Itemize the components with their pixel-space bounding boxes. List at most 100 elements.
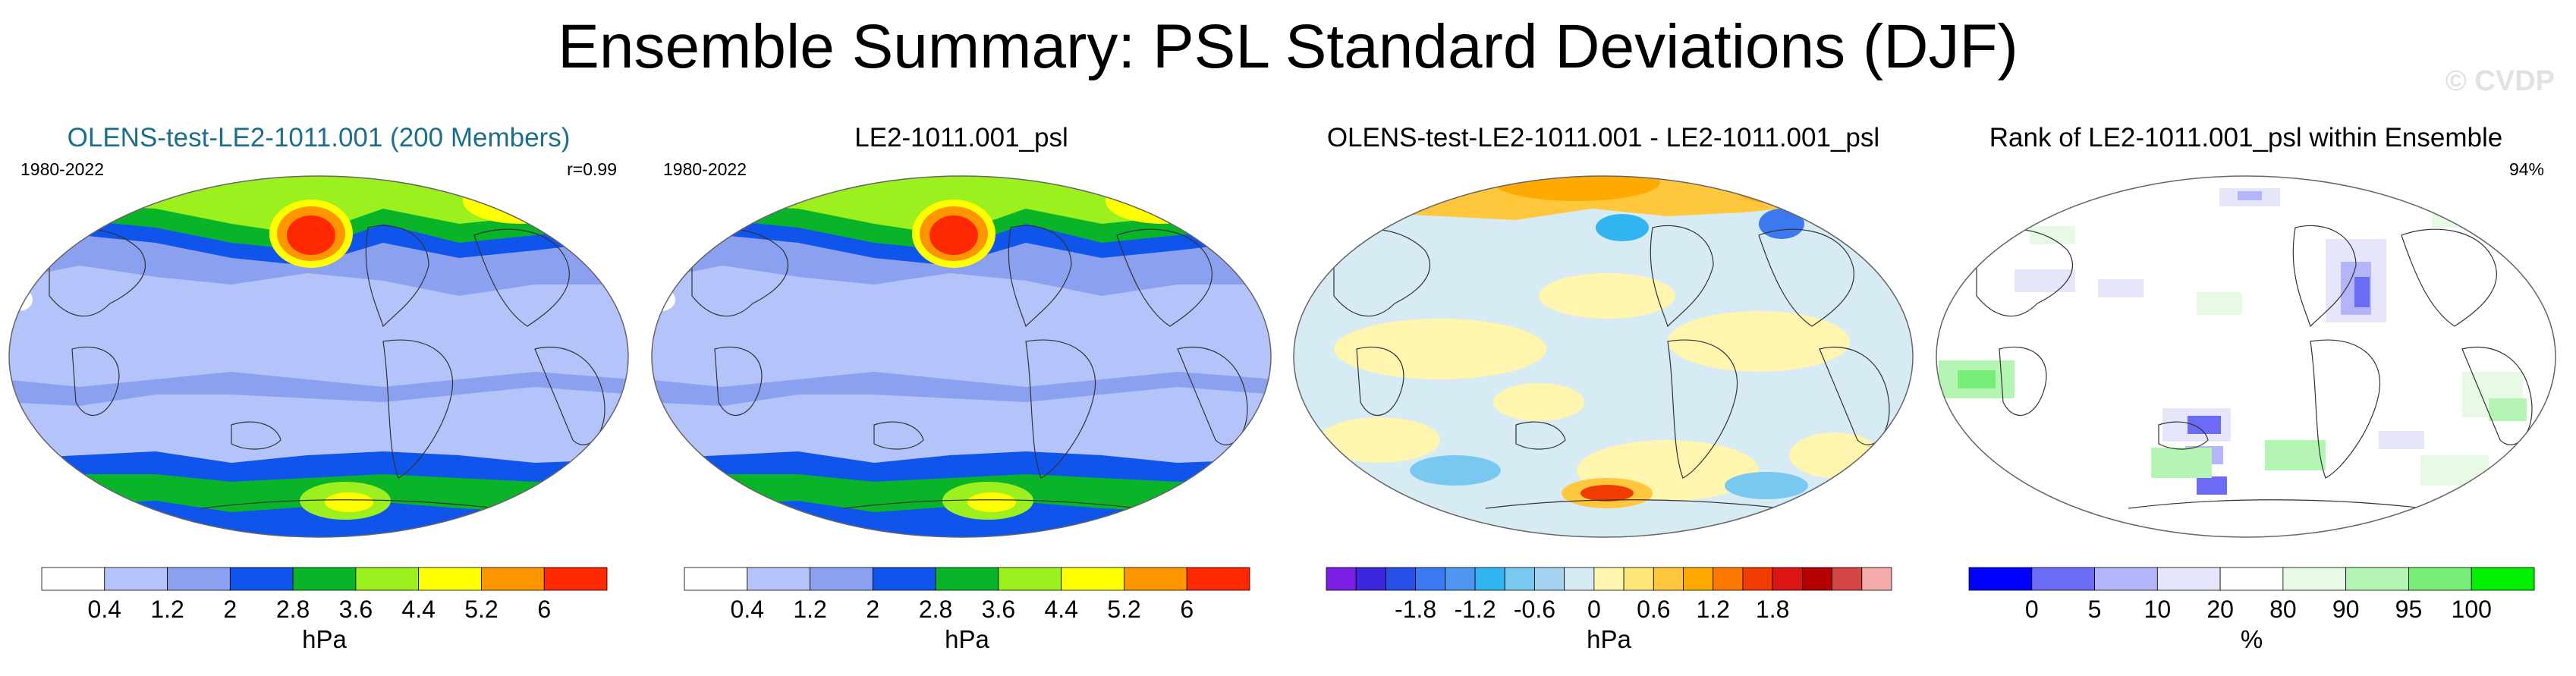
- colorbar-swatch: [1564, 567, 1595, 591]
- colorbar-tick-label: 4.4: [401, 596, 435, 623]
- colorbar-tick-label: 80: [2269, 596, 2297, 623]
- colorbar-tick-label: 3.6: [339, 596, 373, 623]
- watermark: © CVDP: [2445, 65, 2555, 97]
- coastline: [1819, 346, 1890, 445]
- colorbar-tick-label: 1.2: [150, 596, 184, 623]
- neg-anomaly: [1759, 209, 1804, 239]
- coastline: [473, 228, 570, 327]
- rank-low-patch: [2197, 476, 2227, 495]
- colorbar-swatch: [1061, 567, 1124, 591]
- arctic-core: [1493, 176, 1660, 201]
- colorbar-tick-label: -1.8: [1395, 596, 1436, 623]
- map-field: [1294, 176, 1913, 537]
- colorbar-swatch: [998, 567, 1062, 591]
- high-cell-2-core: [287, 215, 335, 255]
- colorbar-swatch: [1742, 567, 1773, 591]
- colorbar-swatch: [1534, 567, 1565, 591]
- map-border: [651, 175, 1272, 538]
- colorbar-swatch: [104, 567, 168, 591]
- colorbar-swatch: [935, 567, 999, 591]
- rank-low-patch: [2379, 431, 2424, 449]
- panel-single-member: LE2-1011.001_psl 1980-2022 0.4 1.2 2 2.8 3.6…: [646, 114, 1276, 671]
- rank-high-patch: [2432, 197, 2523, 228]
- panel-ensemble-mean: OLENS-test-LE2-1011.001 (200 Members) 19…: [4, 114, 634, 671]
- period-label: 1980-2022: [20, 159, 104, 179]
- colorbar-swatch: [684, 567, 748, 591]
- colorbar-swatch: [1593, 567, 1625, 591]
- coastline: [1999, 346, 2047, 416]
- colorbar-tick-label: 0: [1587, 596, 1601, 623]
- coastline: [2310, 339, 2381, 479]
- colorbar-tick-label: 10: [2144, 596, 2172, 623]
- coastline: [2292, 225, 2357, 328]
- colorbar-swatch: [1355, 567, 1386, 591]
- rank-high-patch: [2030, 226, 2075, 244]
- colorbar-swatch: [810, 567, 873, 591]
- neg-anomaly: [1341, 209, 1387, 231]
- colorbar-units: hPa: [1587, 625, 1631, 653]
- colorbar-tick-label: -1.2: [1454, 596, 1496, 623]
- coastline: [1485, 499, 1782, 509]
- coastline: [231, 421, 282, 450]
- colorbar-swatch: [1124, 567, 1187, 591]
- colorbar-tick-label: 2.8: [919, 596, 952, 623]
- coastline: [2461, 346, 2533, 445]
- rank-high-patch: [2265, 440, 2326, 470]
- colorbar-swatch: [41, 567, 105, 591]
- arctic-core: [1736, 176, 1842, 205]
- colorbar-tick-label: 3.6: [982, 596, 1015, 623]
- coastline: [1008, 225, 1072, 328]
- colorbar-swatch: [167, 567, 231, 591]
- coastline: [1356, 346, 1404, 416]
- colorbar-swatch: [229, 567, 294, 591]
- rank-low-patch: [2015, 269, 2075, 292]
- sh-high-core: [325, 492, 373, 512]
- rank-high-patch: [2197, 292, 2242, 315]
- coastline: [2158, 421, 2209, 450]
- colorbar: -1.8 -1.2 -0.6 0 0.6 1.2 1.8 hPa: [1326, 567, 1892, 653]
- colorbar: 0.4 1.2 2 2.8 3.6 4.4 5.2 6 hPa: [684, 567, 1250, 653]
- high-cell-3: [1106, 178, 1219, 224]
- colorbar-tick-label: 20: [2206, 596, 2234, 623]
- colorbar-swatch: [2282, 567, 2347, 591]
- colorbar-swatch: [355, 567, 420, 591]
- coastline: [200, 499, 498, 509]
- colorbar-tick-label: 1.8: [1756, 596, 1789, 623]
- colorbar-swatch: [1713, 567, 1744, 591]
- colorbar-swatch: [1415, 567, 1446, 591]
- tropic-band: [9, 372, 628, 406]
- high-cell-3-core: [501, 184, 569, 211]
- high-cell-2-core: [929, 215, 978, 255]
- colorbar-tick-label: 0.4: [88, 596, 121, 623]
- colorbar-units: %: [2241, 625, 2263, 653]
- colorbar-tick-label: 2: [866, 596, 879, 623]
- coastline: [1177, 346, 1248, 445]
- page-title: Ensemble Summary: PSL Standard Deviation…: [558, 12, 2018, 81]
- correlation-label: r=0.99: [567, 159, 617, 179]
- panel-title: OLENS-test-LE2-1011.001 (200 Members): [67, 123, 571, 152]
- colorbar-swatch: [1968, 567, 2033, 591]
- map-border: [1936, 175, 2556, 538]
- colorbar-tick-label: -0.6: [1514, 596, 1555, 623]
- world-map: [8, 175, 629, 538]
- coastline: [382, 339, 454, 479]
- colorbar-swatch: [543, 567, 608, 591]
- coastline: [2401, 228, 2497, 327]
- colorbar-tick-label: 5.2: [464, 596, 498, 623]
- pos-anomaly: [1668, 311, 1850, 372]
- colorbar-swatch: [2094, 567, 2158, 591]
- colorbar-swatch: [2031, 567, 2095, 591]
- colorbar-units: hPa: [945, 625, 989, 653]
- colorbar-swatch: [481, 567, 545, 591]
- map-field: [9, 176, 628, 537]
- colorbar-units: hPa: [302, 625, 347, 653]
- coastline: [873, 421, 924, 450]
- colorbar-tick-label: 6: [1180, 596, 1194, 623]
- colorbar-tick-label: 0.6: [1637, 596, 1670, 623]
- coastlines: [1976, 225, 2533, 509]
- colorbar-tick-label: 95: [2395, 596, 2423, 623]
- colorbar-tick-label: 4.4: [1044, 596, 1077, 623]
- sh-neg: [1725, 472, 1808, 499]
- tropic-band: [652, 372, 1271, 406]
- panel-title: Rank of LE2-1011.001_psl within Ensemble: [1989, 123, 2503, 152]
